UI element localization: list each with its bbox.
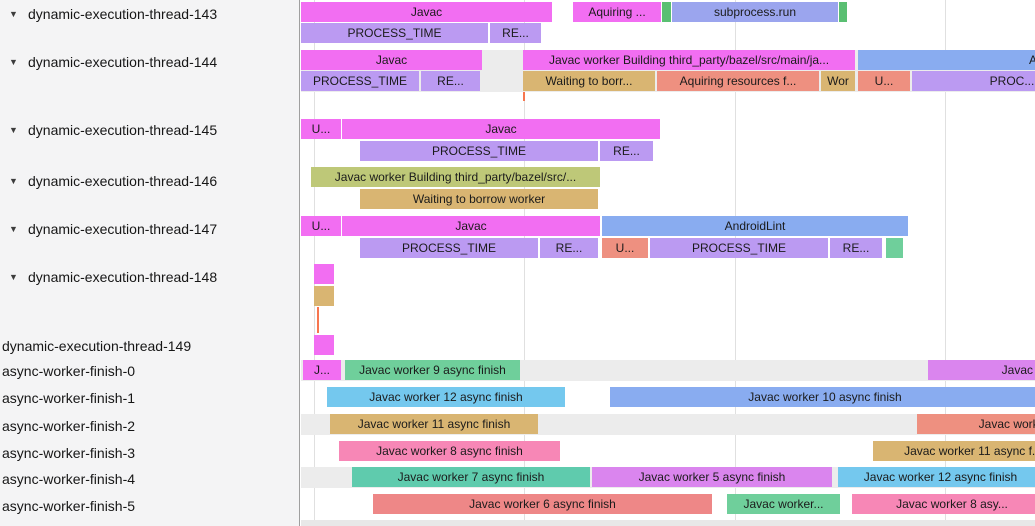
trace-slice[interactable]: Javac worker 12 async finish bbox=[327, 387, 565, 407]
instant-marker[interactable] bbox=[317, 307, 319, 333]
trace-slice[interactable]: Javac worker... bbox=[727, 494, 840, 514]
trace-slice[interactable]: Wor bbox=[821, 71, 855, 91]
trace-slice[interactable]: U... bbox=[602, 238, 648, 258]
trace-slice[interactable]: RE... bbox=[540, 238, 598, 258]
trace-slice[interactable]: RE... bbox=[490, 23, 541, 43]
collapse-arrow-icon[interactable]: ▼ bbox=[9, 125, 18, 135]
trace-slice[interactable]: Aquiring resources f... bbox=[657, 71, 819, 91]
track-label: async-worker-finish-4 bbox=[2, 471, 136, 487]
trace-slice[interactable]: PROCESS_TIME bbox=[360, 238, 538, 258]
trace-slice[interactable]: Aquiring ... bbox=[573, 2, 661, 22]
track-label: dynamic-execution-thread-143 bbox=[28, 6, 218, 22]
trace-slice[interactable]: Javac worker 8 asy... bbox=[852, 494, 1035, 514]
trace-slice[interactable]: Javac worker 8 async finish bbox=[339, 441, 560, 461]
trace-slice[interactable]: J... bbox=[303, 360, 341, 380]
trace-slice[interactable]: RE... bbox=[830, 238, 882, 258]
track-label: async-worker-finish-5 bbox=[2, 498, 136, 514]
instant-marker[interactable] bbox=[523, 92, 525, 101]
trace-slice[interactable] bbox=[314, 286, 334, 306]
trace-slice[interactable]: Javac w... bbox=[928, 360, 1035, 380]
trace-slice[interactable]: RE... bbox=[421, 71, 480, 91]
collapse-arrow-icon[interactable]: ▼ bbox=[9, 176, 18, 186]
sidebar-track-row[interactable]: async-worker-finish-1 bbox=[0, 389, 301, 407]
sidebar-track-row[interactable]: async-worker-finish-2 bbox=[0, 417, 301, 435]
sidebar-track-row[interactable]: ▼ dynamic-execution-thread-146 bbox=[0, 172, 299, 190]
trace-slice[interactable]: Javac worker 6 async finish bbox=[373, 494, 712, 514]
trace-slice[interactable]: Javac bbox=[342, 119, 660, 139]
collapse-arrow-icon[interactable]: ▼ bbox=[9, 57, 18, 67]
trace-slice[interactable]: A... bbox=[858, 50, 1035, 70]
trace-slice[interactable] bbox=[839, 2, 847, 22]
trace-slice[interactable]: Javac worker 11 async finish bbox=[330, 414, 538, 434]
collapse-arrow-icon[interactable]: ▼ bbox=[9, 224, 18, 234]
collapse-arrow-icon[interactable]: ▼ bbox=[9, 272, 18, 282]
trace-slice[interactable]: Javac worker 9 async finish bbox=[345, 360, 520, 380]
sidebar-track-row[interactable]: async-worker-finish-0 bbox=[0, 362, 301, 380]
track-label: async-worker-finish-2 bbox=[2, 418, 136, 434]
track-background bbox=[301, 520, 1035, 526]
sidebar-track-row[interactable]: ▼ dynamic-execution-thread-144 bbox=[0, 53, 299, 71]
trace-slice[interactable]: Javac worker 12 async finish bbox=[838, 467, 1035, 487]
track-label: dynamic-execution-thread-148 bbox=[28, 269, 218, 285]
sidebar-track-row[interactable]: ▼ dynamic-execution-thread-145 bbox=[0, 121, 299, 139]
track-label: dynamic-execution-thread-149 bbox=[2, 338, 192, 354]
trace-slice[interactable]: Javac worker Building third_party/bazel/… bbox=[311, 167, 600, 187]
gridline bbox=[945, 0, 946, 526]
trace-slice[interactable]: PROCESS_TIME bbox=[650, 238, 828, 258]
trace-slice[interactable]: Javac bbox=[342, 216, 600, 236]
trace-slice[interactable]: U... bbox=[301, 119, 341, 139]
trace-slice[interactable]: RE... bbox=[600, 141, 653, 161]
sidebar-track-row[interactable]: async-worker-finish-5 bbox=[0, 497, 301, 515]
trace-slice[interactable]: subprocess.run bbox=[672, 2, 838, 22]
trace-slice[interactable] bbox=[314, 335, 334, 355]
track-label: dynamic-execution-thread-144 bbox=[28, 54, 218, 70]
trace-slice[interactable] bbox=[886, 238, 903, 258]
timeline: Javac Aquiring ... subprocess.run PROCESS_T… bbox=[301, 0, 1035, 526]
trace-slice[interactable]: PROCESS_TIME bbox=[301, 23, 488, 43]
trace-slice[interactable]: Javac worker 11 async f... bbox=[873, 441, 1035, 461]
trace-slice[interactable]: Javac bbox=[301, 50, 482, 70]
track-name-sidebar: ▼ dynamic-execution-thread-143 ▼ dynamic-ex… bbox=[0, 0, 300, 526]
trace-slice[interactable]: PROC... bbox=[912, 71, 1035, 91]
gridline bbox=[524, 0, 525, 526]
trace-slice[interactable]: Waiting to borr... bbox=[523, 71, 655, 91]
track-label: dynamic-execution-thread-145 bbox=[28, 122, 218, 138]
track-label: async-worker-finish-0 bbox=[2, 363, 136, 379]
track-label: async-worker-finish-3 bbox=[2, 445, 136, 461]
trace-slice[interactable]: Waiting to borrow worker bbox=[360, 189, 598, 209]
trace-slice[interactable]: U... bbox=[301, 216, 341, 236]
track-label: async-worker-finish-1 bbox=[2, 390, 136, 406]
track-label: dynamic-execution-thread-146 bbox=[28, 173, 218, 189]
trace-slice[interactable]: AndroidLint bbox=[602, 216, 908, 236]
trace-slice[interactable]: Javac bbox=[301, 2, 552, 22]
trace-slice[interactable]: U... bbox=[858, 71, 910, 91]
sidebar-track-row[interactable]: dynamic-execution-thread-149 bbox=[0, 337, 301, 355]
trace-slice[interactable]: PROCESS_TIME bbox=[301, 71, 419, 91]
trace-slice[interactable] bbox=[314, 264, 334, 284]
gridline bbox=[735, 0, 736, 526]
collapse-arrow-icon[interactable]: ▼ bbox=[9, 9, 18, 19]
trace-slice[interactable] bbox=[662, 2, 671, 22]
sidebar-track-row[interactable]: ▼ dynamic-execution-thread-147 bbox=[0, 220, 299, 238]
sidebar-track-row[interactable]: async-worker-finish-3 bbox=[0, 444, 301, 462]
trace-slice[interactable]: Javac worke... bbox=[917, 414, 1035, 434]
trace-slice[interactable]: PROCESS_TIME bbox=[360, 141, 598, 161]
trace-slice[interactable]: Javac worker 10 async finish bbox=[610, 387, 1035, 407]
sidebar-track-row[interactable]: ▼ dynamic-execution-thread-148 bbox=[0, 268, 299, 286]
trace-slice[interactable]: Javac worker Building third_party/bazel/… bbox=[523, 50, 855, 70]
sidebar-track-row[interactable]: ▼ dynamic-execution-thread-143 bbox=[0, 5, 299, 23]
trace-slice[interactable]: Javac worker 7 async finish bbox=[352, 467, 590, 487]
trace-slice[interactable]: Javac worker 5 async finish bbox=[592, 467, 832, 487]
sidebar-track-row[interactable]: async-worker-finish-4 bbox=[0, 470, 301, 488]
gridline bbox=[314, 0, 315, 526]
track-label: dynamic-execution-thread-147 bbox=[28, 221, 218, 237]
